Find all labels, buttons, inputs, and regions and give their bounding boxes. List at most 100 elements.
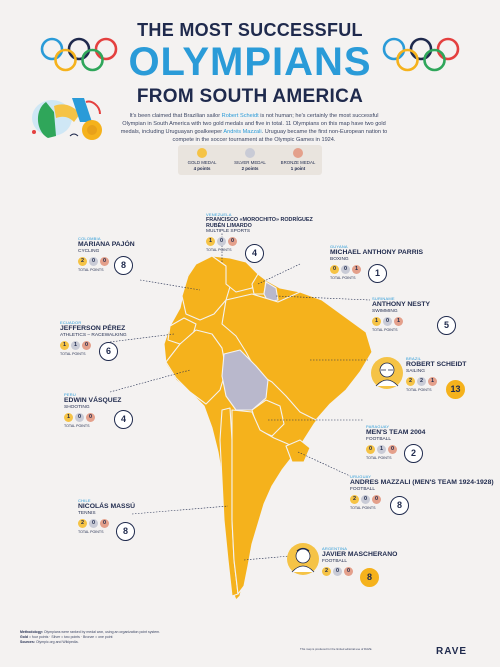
- leader-uruguay: [297, 451, 351, 477]
- javier-mascherano-portrait-icon: [287, 543, 319, 575]
- leader-argentina: [243, 555, 291, 561]
- total-points-label: TOTAL POINTS: [406, 387, 432, 392]
- gold-count: 1: [372, 316, 381, 326]
- total-points-uruguay: 8: [390, 496, 409, 515]
- bronze-count: 1: [352, 264, 361, 274]
- athlete-name: JEFFERSON PÉREZ: [60, 325, 126, 332]
- athlete-country: URUGUAY: [350, 474, 372, 479]
- athlete-name: ANTHONY NESTY: [372, 301, 431, 308]
- map-venezuela: [211, 255, 259, 293]
- athlete-sport: MULTIPLE SPORTS: [206, 229, 251, 234]
- athlete-name: FRANCISCO «MOROCHITO» RODRÍGUEZ: [206, 217, 313, 223]
- total-points-paraguay: 2: [404, 444, 423, 463]
- athlete-country: VENEZUELA: [206, 212, 232, 217]
- footer-notes: Methodology: Olympians were ranked by me…: [20, 630, 161, 644]
- bronze-count: 1: [428, 376, 437, 386]
- athlete-sport: TENNIS: [78, 510, 96, 516]
- athlete-sport: FOOTBALL: [366, 436, 392, 442]
- total-points-label: TOTAL POINTS: [372, 327, 398, 332]
- silver-count: 0: [383, 316, 392, 326]
- athlete-sport: FOOTBALL: [322, 558, 348, 564]
- legend-bronze: BRONZE MEDAL 1 point: [274, 148, 322, 171]
- leader-colombia: [139, 279, 201, 291]
- bronze-medal-icon: [293, 148, 303, 158]
- map-peru: [165, 329, 227, 405]
- athlete-card-uruguay: URUGUAY ANDRES MAZZALI (MEN'S TEAM 1924-…: [350, 474, 494, 510]
- athlete-name: ANDRES MAZZALI (MEN'S TEAM 1924-1928): [350, 479, 494, 486]
- bronze-count: 0: [344, 566, 353, 576]
- athlete-sport: ATHLETICS – RACEWALKING: [60, 332, 127, 338]
- legend-gold: GOLD MEDAL 4 points: [178, 148, 226, 171]
- athlete-card-ecuador: ECUADOR JEFFERSON PÉREZ ATHLETICS – RACE…: [60, 320, 127, 356]
- bronze-count: 0: [86, 412, 95, 422]
- silver-count: 1: [71, 340, 80, 350]
- olympic-rings-left-icon: [40, 37, 118, 72]
- total-points-suriname: 5: [437, 316, 456, 335]
- gold-count: 2: [78, 256, 87, 266]
- robert-scheidt-portrait-icon: [371, 357, 403, 389]
- total-points-venezuela: 4: [245, 244, 264, 263]
- athlete-sport: SAILING: [406, 368, 425, 374]
- bronze-count: 0: [100, 256, 109, 266]
- athlete-name: MARIANA PAJÓN: [78, 241, 135, 248]
- gold-count: 2: [78, 518, 87, 528]
- silver-count: 0: [75, 412, 84, 422]
- silver-count: 0: [217, 237, 226, 246]
- total-points-argentina: 8: [360, 568, 379, 587]
- athlete-sport: BOXING: [330, 256, 349, 262]
- gold-count: 0: [330, 264, 339, 274]
- leader-guyana: [257, 263, 301, 285]
- bronze-count: 0: [228, 237, 237, 246]
- gold-count: 2: [322, 566, 331, 576]
- athlete-country: ECUADOR: [60, 320, 82, 325]
- gold-count: 1: [206, 237, 215, 246]
- silver-count: 0: [341, 264, 350, 274]
- bronze-count: 0: [100, 518, 109, 528]
- medal-legend: GOLD MEDAL 4 points SILVER MEDAL 2 points …: [178, 145, 322, 175]
- athlete-country: BRAZIL: [406, 356, 422, 361]
- leader-peru: [109, 369, 191, 393]
- map-guyana: [251, 273, 267, 295]
- athlete-country: SURINAME: [372, 296, 395, 301]
- athlete-name: NICOLÁS MASSÚ: [78, 503, 136, 510]
- silver-count: 0: [333, 566, 342, 576]
- leader-suriname: [275, 295, 371, 301]
- intro-highlight-mazzali: Andrés Mazzali: [223, 129, 262, 135]
- total-points-label: TOTAL POINTS: [330, 275, 356, 280]
- athlete-country: PARAGUAY: [366, 424, 390, 429]
- total-points-label: TOTAL POINTS: [78, 529, 104, 534]
- athlete-name: ROBERT SCHEIDT: [406, 361, 467, 368]
- athlete-country: PERU: [64, 392, 76, 397]
- athlete-name: MICHAEL ANTHONY PARRIS: [330, 249, 424, 256]
- total-points-ecuador: 6: [99, 342, 118, 361]
- silver-count: 1: [377, 444, 386, 454]
- map-argentina: [231, 409, 297, 595]
- total-points-guyana: 1: [368, 264, 387, 283]
- bronze-count: 0: [372, 494, 381, 504]
- gold-count: 1: [64, 412, 73, 422]
- bronze-count: 1: [394, 316, 403, 326]
- total-points-label: TOTAL POINTS: [350, 505, 376, 510]
- intro-text: It's been claimed that Brazilian sailor …: [120, 113, 388, 143]
- athlete-country: ARGENTINA: [322, 546, 348, 551]
- bronze-count: 0: [82, 340, 91, 350]
- total-points-label: TOTAL POINTS: [206, 248, 232, 252]
- gold-count: 0: [366, 444, 375, 454]
- athlete-country: CHILE: [78, 498, 91, 503]
- gold-count: 2: [406, 376, 415, 386]
- footer-disclaimer: This map is produced for the limited edi…: [300, 647, 373, 651]
- legend-silver: SILVER MEDAL 2 points: [226, 148, 274, 171]
- total-points-colombia: 8: [114, 256, 133, 275]
- hand-holding-medal-icon: [32, 98, 102, 140]
- total-points-chile: 8: [116, 522, 135, 541]
- title-line-2: OLYMPIANS: [128, 40, 372, 84]
- silver-medal-icon: [245, 148, 255, 158]
- total-points-label: TOTAL POINTS: [78, 267, 104, 272]
